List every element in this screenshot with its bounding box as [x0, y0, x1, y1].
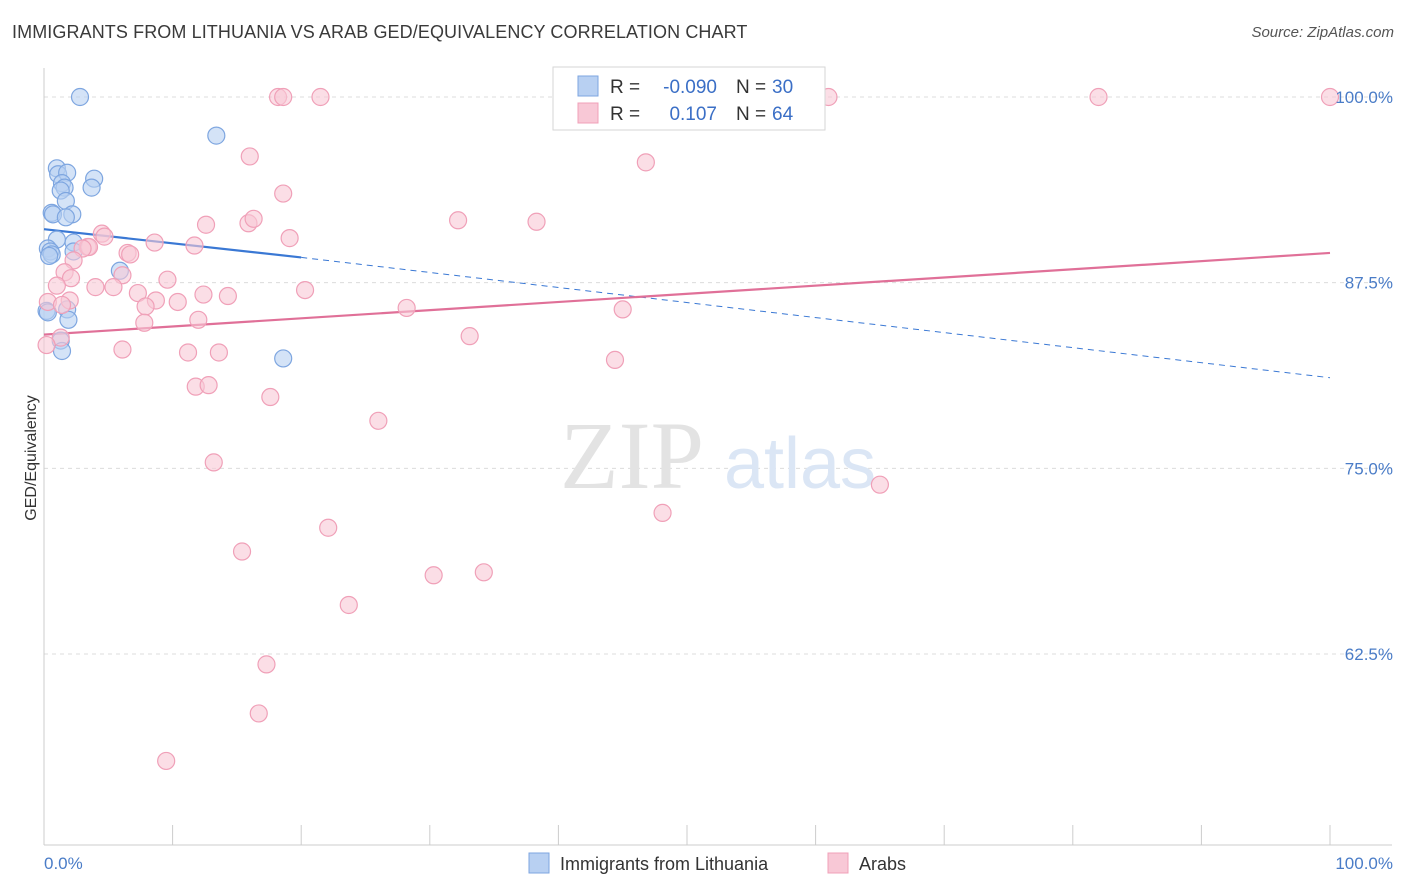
y-axis-label: GED/Equivalency	[23, 395, 40, 520]
point-s0-9	[82, 178, 101, 197]
point-s1-50	[209, 343, 228, 362]
watermark-atlas: atlas	[724, 424, 876, 504]
point-s1-62	[424, 566, 443, 585]
y-tick-label-3: 100.0%	[1335, 88, 1393, 107]
data-points	[37, 87, 1340, 771]
axes	[43, 68, 1392, 846]
point-s1-9	[196, 215, 216, 234]
point-s1-18	[185, 236, 204, 255]
point-s1-52	[605, 350, 625, 370]
x-tick-label-1: 100.0%	[1335, 854, 1393, 873]
point-s1-13	[527, 212, 546, 231]
point-s1-42	[397, 298, 416, 318]
point-s1-29	[47, 276, 66, 295]
point-s1-61	[232, 542, 252, 561]
point-s1-12	[448, 211, 468, 230]
y-tick-label-1: 75.0%	[1345, 459, 1393, 478]
point-s1-28	[158, 270, 177, 289]
point-s1-48	[113, 340, 132, 359]
legend-r-value-lithuania: -0.090	[663, 77, 717, 98]
point-s1-59	[653, 503, 672, 522]
legend-n-value-lithuania: 30	[772, 77, 793, 98]
point-s1-56	[369, 411, 388, 430]
point-s1-35	[218, 286, 237, 306]
bottom-legend-swatch-lithuania	[528, 852, 550, 874]
legend: R = -0.090 N = 30 R = 0.107 N = 64	[552, 66, 826, 131]
trend-line-arabs	[43, 251, 1331, 336]
point-s1-14	[280, 229, 299, 248]
bottom-legend-label-arabs: Arabs	[859, 854, 906, 874]
point-s1-4	[1089, 87, 1108, 107]
trend-lines	[43, 228, 1331, 379]
point-s1-33	[128, 283, 147, 303]
point-s1-38	[168, 292, 187, 312]
point-s1-49	[178, 343, 198, 362]
point-s1-46	[51, 328, 70, 347]
point-s1-32	[295, 280, 315, 300]
point-s1-40	[52, 295, 72, 315]
point-s1-2	[311, 87, 330, 107]
bottom-legend: Immigrants from Lithuania Arabs	[528, 852, 906, 874]
x-tick-labels: 0.0% 100.0%	[44, 854, 1393, 873]
point-s1-55	[261, 387, 280, 407]
point-s1-47	[460, 327, 479, 346]
bottom-legend-swatch-arabs	[827, 852, 849, 874]
bottom-legend-label-lithuania: Immigrants from Lithuania	[560, 854, 769, 874]
y-tick-label-0: 62.5%	[1345, 645, 1393, 664]
point-s1-11	[244, 209, 263, 228]
point-s1-54	[199, 376, 218, 395]
point-s0-0	[70, 87, 90, 107]
point-s1-34	[194, 285, 213, 304]
point-s0-14	[56, 208, 75, 227]
y-tick-labels: 62.5% 75.0% 87.5% 100.0%	[1335, 88, 1393, 664]
point-s0-21	[40, 246, 59, 266]
x-tick-label-0: 0.0%	[44, 854, 83, 873]
point-s1-43	[613, 300, 632, 319]
point-s0-28	[274, 349, 293, 368]
legend-swatch-arabs	[577, 102, 599, 124]
trend-line-lithuania-extension	[301, 256, 1331, 379]
chart-title: IMMIGRANTS FROM LITHUANIA VS ARAB GED/EQ…	[12, 22, 748, 42]
point-s1-45	[135, 313, 154, 332]
legend-r-value-arabs: 0.107	[669, 104, 717, 125]
point-s1-57	[204, 453, 223, 472]
legend-n-label-1: N =	[736, 77, 766, 98]
point-s1-58	[870, 475, 890, 494]
point-s1-67	[157, 751, 176, 771]
point-s1-31	[104, 278, 123, 297]
point-s1-5	[1320, 87, 1340, 107]
source-label: Source: ZipAtlas.com	[1251, 24, 1394, 41]
legend-r-label-2: R =	[610, 104, 640, 125]
legend-n-label-2: N =	[736, 104, 766, 125]
grid-lines	[44, 96, 1392, 655]
point-s1-65	[257, 655, 276, 674]
point-s1-64	[339, 595, 358, 615]
watermark: ZIP atlas	[560, 402, 876, 509]
watermark-zip: ZIP	[560, 402, 704, 509]
point-s1-63	[474, 563, 493, 582]
point-s1-7	[636, 153, 655, 172]
point-s1-66	[249, 704, 268, 723]
legend-r-label-1: R =	[610, 77, 640, 98]
point-s1-41	[136, 297, 155, 316]
trend-line-lithuania	[43, 228, 302, 259]
point-s1-6	[240, 147, 259, 166]
point-s1-16	[95, 227, 114, 246]
legend-swatch-lithuania	[577, 75, 599, 97]
point-s1-17	[145, 233, 164, 252]
point-s1-1	[274, 87, 293, 107]
point-s0-1	[207, 126, 226, 145]
point-s1-51	[37, 335, 56, 355]
point-s1-27	[61, 269, 81, 288]
point-s1-44	[189, 310, 208, 329]
point-s1-60	[319, 518, 338, 537]
legend-n-value-arabs: 64	[772, 104, 794, 125]
point-s1-8	[274, 184, 293, 203]
point-s1-23	[121, 245, 140, 264]
y-tick-label-2: 87.5%	[1345, 274, 1393, 293]
point-s1-30	[86, 278, 105, 297]
